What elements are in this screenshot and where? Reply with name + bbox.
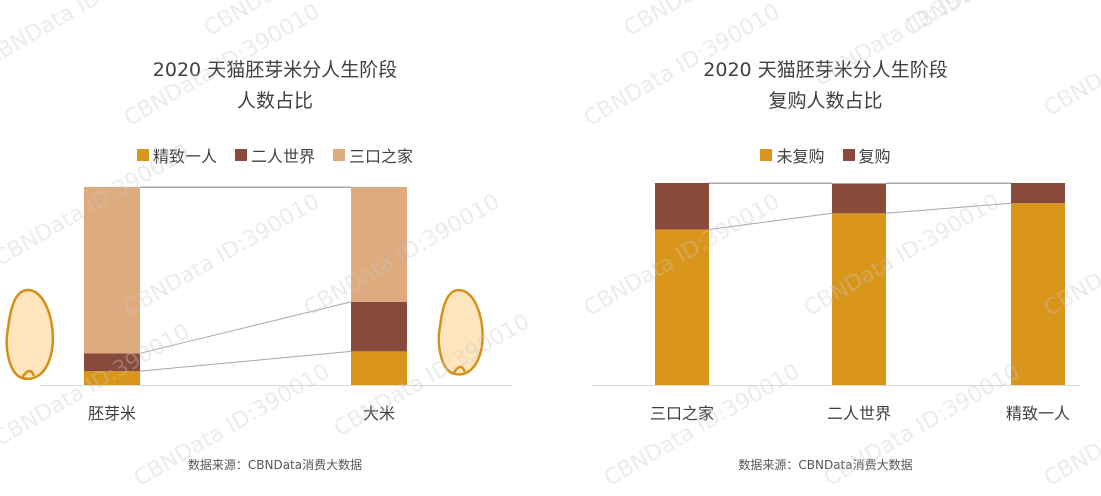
right-bar-segment xyxy=(832,183,886,214)
left-bar-segment xyxy=(351,301,407,352)
right-legend-item: 复购 xyxy=(842,143,891,167)
right-category-label: 三口之家 xyxy=(650,404,714,423)
left-stacked-bar-chart: 胚芽米 大米 xyxy=(5,186,512,423)
right-bar-segment xyxy=(1011,183,1065,204)
rice-grain-germ xyxy=(452,365,466,375)
rice-grain-germ xyxy=(20,369,36,379)
left-title-line1: 2020 天猫胚芽米分人生阶段 xyxy=(152,59,398,81)
left-category-label: 大米 xyxy=(363,404,395,423)
left-legend-label: 三口之家 xyxy=(349,147,414,166)
right-bar-segment xyxy=(655,229,709,385)
right-chart-panel: 2020 天猫胚芽米分人生阶段 复购人数占比 未复购 复购 三口之家 二人世界 精致一… xyxy=(550,0,1101,496)
left-legend-item: 二人世界 xyxy=(234,143,315,167)
left-bar-segment xyxy=(84,353,140,372)
left-legend-swatch xyxy=(333,149,345,161)
right-legend-item: 未复购 xyxy=(760,143,825,167)
right-legend-label: 未复购 xyxy=(776,147,825,166)
right-bar-segment xyxy=(655,183,709,230)
left-connector-line xyxy=(139,350,352,372)
right-rice-grain-icon xyxy=(437,288,484,376)
left-legend-label: 二人世界 xyxy=(250,147,315,166)
left-bar-segment xyxy=(351,351,407,385)
right-legend-label: 复购 xyxy=(858,147,891,166)
right-category-label: 二人世界 xyxy=(827,404,891,423)
right-category-label: 精致一人 xyxy=(1006,404,1070,423)
right-connector-line xyxy=(885,202,1012,214)
right-legend-swatch xyxy=(760,149,773,161)
rice-grain-body xyxy=(5,288,55,381)
left-data-source: 数据来源：CBNData消费大数据 xyxy=(187,458,363,472)
left-legend-label: 精致一人 xyxy=(152,147,217,166)
left-chart-panel: 2020 天猫胚芽米分人生阶段 人数占比 精致一人 二人世界 三口之家 胚芽米 大米 … xyxy=(0,0,550,496)
rice-grain-body xyxy=(437,288,484,376)
right-bar-segment xyxy=(832,213,886,385)
right-title-line2: 复购人数占比 xyxy=(768,90,883,112)
right-legend: 未复购 复购 xyxy=(550,143,1101,167)
left-bar-segment xyxy=(351,187,407,302)
left-rice-grain-icon xyxy=(5,288,55,381)
left-legend-item: 三口之家 xyxy=(333,143,413,167)
right-stacked-bar-chart: 三口之家 二人世界 精致一人 xyxy=(592,182,1080,423)
left-legend-swatch xyxy=(234,149,247,161)
left-bar-segment xyxy=(84,371,140,385)
left-legend: 精致一人 二人世界 三口之家 xyxy=(0,143,550,167)
left-title-line2: 人数占比 xyxy=(236,90,313,112)
right-connector-line xyxy=(708,212,833,230)
left-legend-item: 精致一人 xyxy=(136,143,217,167)
right-bar-segment xyxy=(1011,203,1065,385)
left-bar-segment xyxy=(84,187,140,354)
right-chart-title: 2020 天猫胚芽米分人生阶段 复购人数占比 xyxy=(550,55,1101,117)
right-legend-swatch xyxy=(842,149,855,161)
left-legend-swatch xyxy=(136,149,149,161)
right-data-source: 数据来源：CBNData消费大数据 xyxy=(738,458,913,472)
left-connector-line xyxy=(139,301,352,354)
right-title-line1: 2020 天猫胚芽米分人生阶段 xyxy=(703,59,948,81)
left-category-label: 胚芽米 xyxy=(88,404,136,423)
left-chart-title: 2020 天猫胚芽米分人生阶段 人数占比 xyxy=(0,55,550,117)
